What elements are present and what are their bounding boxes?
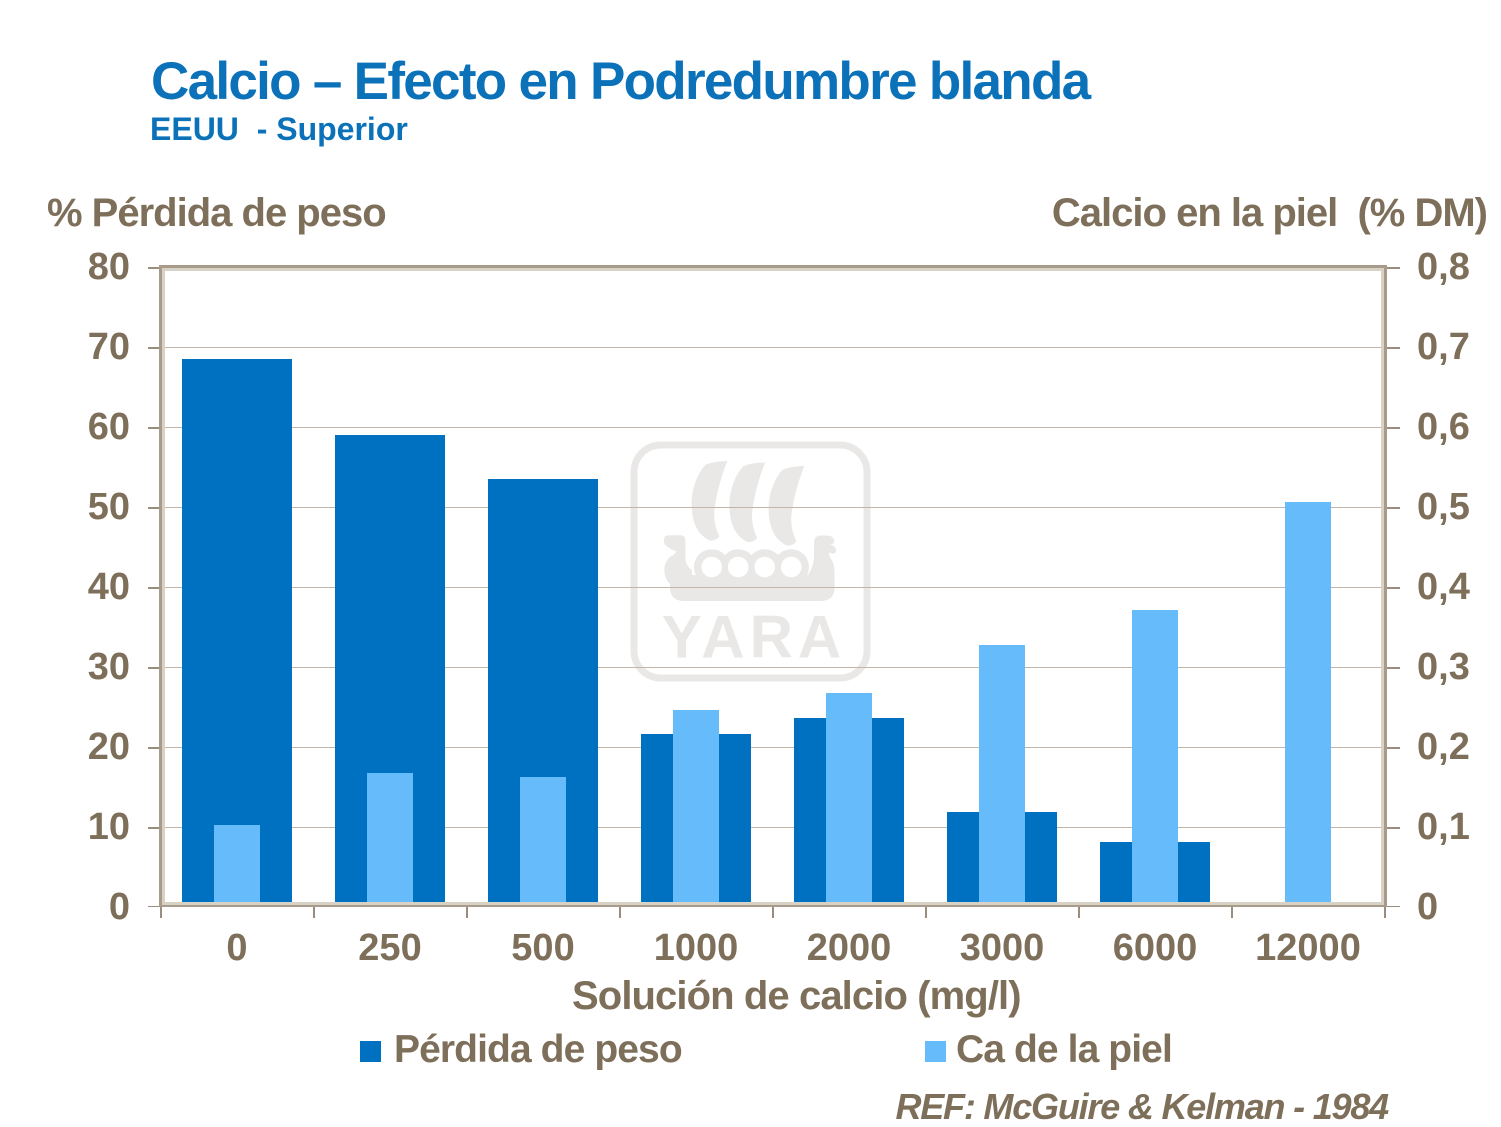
svg-text:YARA: YARA	[662, 604, 847, 671]
